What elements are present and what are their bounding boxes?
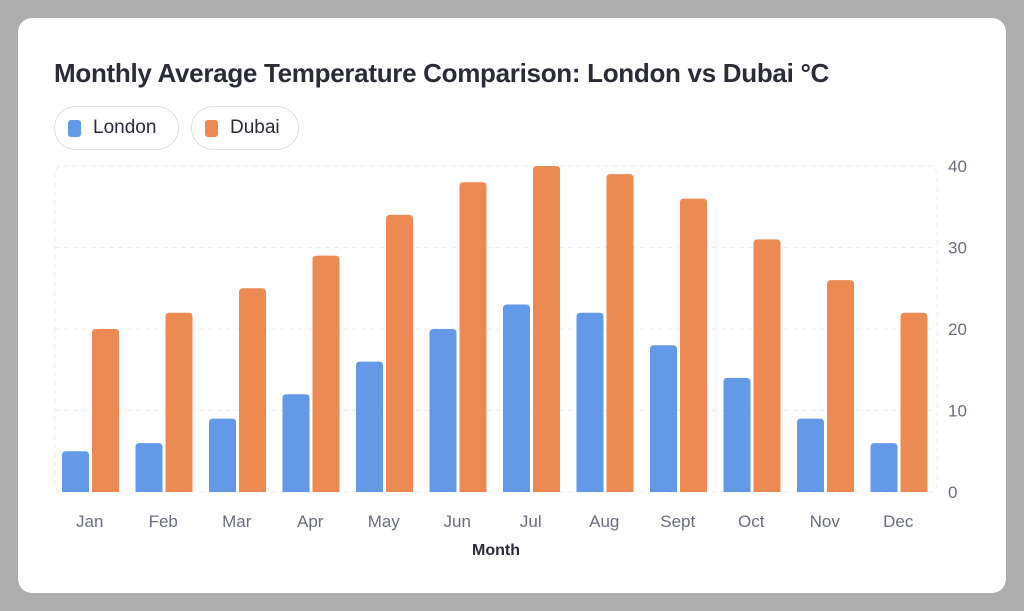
x-tick-label: Dec	[883, 512, 914, 531]
y-tick-label: 30	[948, 239, 967, 258]
bar-london	[429, 329, 457, 492]
x-tick-label: Oct	[738, 512, 765, 531]
bar-dubai	[827, 280, 854, 492]
bar-dubai	[239, 288, 266, 492]
bar-dubai	[165, 312, 193, 492]
bar-dubai	[312, 255, 340, 492]
x-tick-label: May	[368, 512, 401, 531]
bar-london	[282, 394, 310, 492]
x-axis-label: Month	[472, 542, 520, 559]
bar-dubai	[533, 166, 560, 492]
x-tick-label: Nov	[810, 512, 841, 531]
bar-london	[576, 312, 604, 492]
bar-london	[870, 443, 898, 492]
dubai-swatch	[205, 119, 218, 137]
bar-dubai	[680, 198, 707, 492]
legend-item-london[interactable]: London	[54, 106, 179, 150]
bar-dubai	[386, 214, 413, 492]
bar-london	[650, 345, 677, 492]
bar-london	[62, 451, 89, 492]
x-tick-label: Jul	[520, 512, 542, 531]
x-tick-label: Feb	[149, 512, 178, 531]
x-tick-label: Jun	[444, 512, 471, 531]
bar-london	[356, 361, 383, 492]
bar-dubai	[459, 182, 487, 493]
x-tick-label: Mar	[222, 512, 252, 531]
bar-dubai	[92, 329, 119, 492]
legend-label-dubai: Dubai	[230, 117, 280, 138]
legend-label-london: London	[93, 117, 157, 138]
bar-london	[135, 443, 163, 492]
x-tick-label: Apr	[297, 512, 324, 531]
chart-title: Monthly Average Temperature Comparison: …	[54, 58, 830, 88]
bar-london	[209, 418, 236, 492]
bar-london	[503, 304, 530, 492]
x-tick-label: Sept	[660, 512, 695, 531]
y-tick-label: 40	[948, 157, 967, 176]
london-swatch	[68, 119, 81, 137]
y-tick-label: 10	[948, 402, 967, 421]
legend-item-dubai[interactable]: Dubai	[191, 106, 299, 150]
bar-london	[797, 418, 824, 492]
bar-dubai	[606, 174, 634, 492]
bar-dubai	[900, 312, 928, 492]
bar-london	[723, 377, 751, 492]
x-tick-label: Jan	[76, 512, 103, 531]
bar-dubai	[753, 239, 781, 492]
x-tick-label: Aug	[589, 512, 619, 531]
y-tick-label: 20	[948, 320, 967, 339]
y-tick-label: 0	[948, 483, 957, 502]
